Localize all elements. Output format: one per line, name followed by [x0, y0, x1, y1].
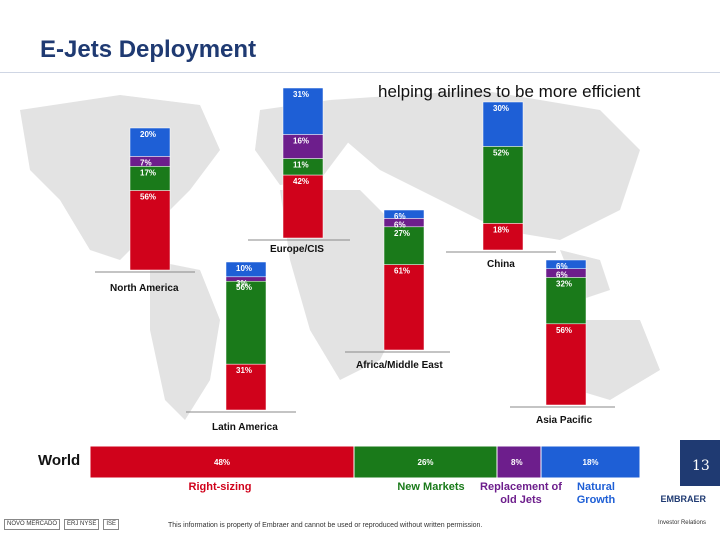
- world-bar-label-right_sizing: 48%: [214, 458, 230, 467]
- bar-label-latin-america-new_markets: 56%: [236, 283, 252, 292]
- page-title: E-Jets Deployment: [40, 36, 257, 63]
- world-bar-label-replacement: 8%: [511, 458, 523, 467]
- bar-label-north-america-new_markets: 17%: [140, 168, 156, 177]
- brand-name: EMBRAER: [660, 494, 706, 504]
- bar-label-china-right_sizing: 18%: [493, 225, 509, 234]
- bar-china-right_sizing: [482, 223, 524, 251]
- bar-label-china-natural_growth: 30%: [493, 104, 509, 113]
- legend-natural-growth-line2: Growth: [576, 494, 616, 506]
- bar-label-africa-middle-east-natural_growth: 6%: [394, 212, 406, 221]
- world-bar-natural_growth: [540, 445, 641, 479]
- bar-label-europe-cis-natural_growth: 31%: [293, 90, 309, 99]
- disclaimer-text: This information is property of Embraer …: [168, 522, 483, 529]
- world-bar-label-new_markets: 26%: [418, 458, 434, 467]
- bar-label-europe-cis-new_markets: 11%: [293, 161, 309, 170]
- region-label-latin-america: Latin America: [212, 422, 278, 433]
- brand-subtitle: Investor Relations: [657, 520, 706, 526]
- world-label: World: [38, 452, 81, 469]
- legend-new-markets-text: New Markets: [397, 481, 465, 493]
- bar-label-asia-pacific-new_markets: 32%: [556, 279, 572, 288]
- region-label-asia-pacific: Asia Pacific: [536, 415, 593, 426]
- legend-natural-growth-line1: Natural: [577, 481, 615, 493]
- title-divider: [0, 72, 720, 73]
- erj-nyse-logo: ERJ NYSE: [64, 518, 100, 530]
- bar-north-america-right_sizing: [129, 190, 171, 271]
- bar-europe-cis-right_sizing: [282, 174, 324, 239]
- bar-africa-middle-east-right_sizing: [383, 264, 425, 351]
- bar-label-latin-america-right_sizing: 31%: [236, 366, 252, 375]
- legend-right-sizing: Right-sizing: [180, 481, 260, 494]
- region-label-europe-cis: Europe/CIS: [270, 244, 324, 255]
- legend-new-markets: New Markets: [386, 481, 476, 494]
- bar-label-north-america-replacement: 7%: [140, 158, 152, 167]
- bar-label-asia-pacific-replacement: 6%: [556, 271, 568, 280]
- region-label-africa-middle-east: Africa/Middle East: [356, 360, 443, 371]
- legend-replacement-line1: Replacement of: [480, 481, 562, 493]
- page-subtitle: helping airlines to be more efficient: [378, 82, 641, 101]
- embraer-logo: EMBRAER Investor Relations: [632, 494, 706, 526]
- ise-logo: ISE: [103, 518, 120, 530]
- bar-label-latin-america-natural_growth: 10%: [236, 264, 252, 273]
- bar-china-natural_growth: [482, 101, 524, 147]
- novo-mercado-logo: NOVO MERCADO: [4, 518, 61, 530]
- bar-asia-pacific-natural_growth: [545, 259, 587, 269]
- bar-label-africa-middle-east-new_markets: 27%: [394, 229, 410, 238]
- bar-latin-america-new_markets: [225, 280, 267, 365]
- world-bar-right_sizing: [89, 445, 355, 479]
- bar-north-america-new_markets: [129, 166, 171, 191]
- legend-replacement: Replacement of old Jets: [474, 481, 568, 507]
- bar-africa-middle-east-natural_growth: [383, 209, 425, 219]
- region-label-china: China: [487, 259, 515, 270]
- bar-latin-america-right_sizing: [225, 363, 267, 411]
- bar-label-asia-pacific-right_sizing: 56%: [556, 326, 572, 335]
- world-bar-replacement: [496, 445, 542, 479]
- bar-label-north-america-natural_growth: 20%: [140, 130, 156, 139]
- legend-natural-growth: Natural Growth: [568, 481, 624, 507]
- bar-europe-cis-replacement: [282, 134, 324, 159]
- bar-label-europe-cis-replacement: 16%: [293, 137, 309, 146]
- exchange-logos: NOVO MERCADO ERJ NYSE ISE: [4, 510, 120, 538]
- legend-replacement-line2: old Jets: [500, 494, 542, 506]
- bar-label-asia-pacific-natural_growth: 6%: [556, 262, 568, 271]
- bar-label-europe-cis-right_sizing: 42%: [293, 177, 309, 186]
- page-number: 13: [692, 458, 710, 474]
- bar-latin-america-natural_growth: [225, 261, 267, 278]
- bar-europe-cis-natural_growth: [282, 87, 324, 135]
- bar-asia-pacific-new_markets: [545, 277, 587, 325]
- region-label-north-america: North America: [110, 283, 179, 294]
- legend-right-sizing-text: Right-sizing: [188, 481, 252, 493]
- bar-label-north-america-right_sizing: 56%: [140, 192, 156, 201]
- bar-north-america-natural_growth: [129, 127, 171, 157]
- bar-label-africa-middle-east-replacement: 6%: [394, 220, 406, 229]
- page-number-strip: [680, 440, 720, 486]
- bar-label-china-new_markets: 52%: [493, 148, 509, 157]
- bar-label-africa-middle-east-right_sizing: 61%: [394, 267, 410, 276]
- bar-label-latin-america-replacement: 3%: [236, 279, 248, 288]
- world-bar-new_markets: [353, 445, 498, 479]
- bar-china-new_markets: [482, 146, 524, 224]
- world-bar-label-natural_growth: 18%: [583, 458, 599, 467]
- bar-asia-pacific-right_sizing: [545, 323, 587, 406]
